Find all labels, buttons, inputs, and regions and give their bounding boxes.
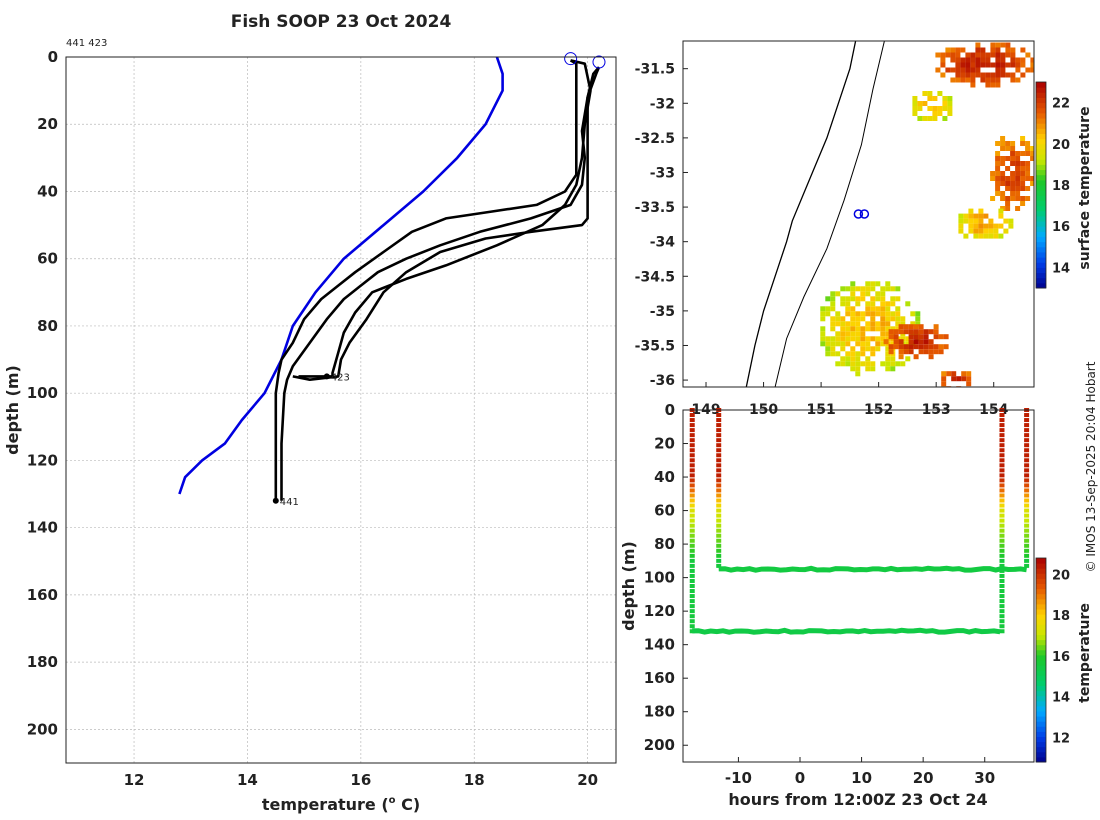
map-lat-tick-label: -35.5 (635, 338, 675, 354)
map-lat-tick-label: -35 (650, 304, 675, 320)
map-lat-tick-label: -33 (650, 165, 675, 181)
timeseries-y-tick-label: 20 (654, 435, 675, 453)
drop-location-marker (859, 209, 870, 219)
cast-column (1024, 408, 1030, 568)
timeseries-x-tick-label: 10 (851, 769, 872, 787)
map-lat-tick-label: -32.5 (635, 131, 675, 147)
temperature-colorbar-tick: 14 (1052, 691, 1070, 706)
map-lat-tick-label: -33.5 (635, 200, 675, 216)
map-lat-tick-label: -34 (650, 235, 676, 251)
sst-patch (820, 281, 921, 377)
figure-title: Fish SOOP 23 Oct 2024 (231, 12, 452, 32)
timeseries-y-tick-label: 180 (644, 703, 675, 721)
profile-end-marker (323, 373, 330, 380)
sst-colorbar (1035, 81, 1047, 289)
profile-end-marker (272, 497, 279, 504)
timeseries-y-tick-label: 120 (644, 602, 675, 620)
timeseries-y-axis-label: depth (m) (619, 541, 638, 631)
profile-line-drop-441-b (280, 66, 600, 501)
sst-map-panel: -31.5 -32 -32.5 -33 -33.5 -34 -34.5 -35 -35.5 -36… (635, 40, 1093, 418)
sst-colorbar-tick: 16 (1052, 220, 1070, 235)
map-axes-frame (682, 40, 1035, 388)
profile-x-tick-label: 14 (237, 771, 258, 789)
map-lat-tick-label: -34.5 (635, 269, 675, 285)
profile-y-tick-label: 20 (37, 115, 58, 133)
sst-patch (935, 42, 1034, 88)
profile-y-axis-label: depth (m) (3, 365, 22, 455)
profile-y-tick-label: 120 (27, 451, 58, 469)
sst-colorbar-tick: 18 (1052, 179, 1070, 194)
profile-line-drop-423-b (292, 66, 601, 382)
profile-y-tick-label: 40 (37, 182, 58, 200)
timeseries-panel: 0 20 40 60 80 100 120 140 160 180 200 -10 0 10 20 30 12… (619, 401, 1093, 809)
profile-x-tick-label: 16 (350, 771, 371, 789)
temperature-colorbar-tick: 18 (1052, 609, 1070, 624)
profile-x-tick-label: 20 (577, 771, 598, 789)
temperature-colorbar-label: temperature (1077, 603, 1093, 703)
temperature-colorbar-tick: 16 (1052, 650, 1070, 665)
sst-patch (958, 208, 1014, 239)
profile-line-climatology (178, 56, 504, 495)
temperature-colorbar-tick: 20 (1052, 568, 1070, 583)
timeseries-y-tick-label: 60 (654, 502, 675, 520)
sst-patch (990, 136, 1034, 211)
timeseries-x-axis-label: hours from 12:00Z 23 Oct 24 (728, 790, 987, 809)
temperature-colorbar-tick: 12 (1052, 732, 1070, 747)
profile-y-tick-label: 80 (37, 317, 58, 335)
map-lat-tick-label: -31.5 (635, 62, 675, 78)
profile-x-tick-label: 18 (464, 771, 485, 789)
profile-y-tick-label: 160 (27, 586, 58, 604)
sst-patch (912, 91, 953, 121)
timeseries-x-tick-label: 20 (913, 769, 934, 787)
timeseries-y-tick-label: 80 (654, 535, 675, 553)
profile-y-tick-label: 60 (37, 250, 58, 268)
timeseries-x-tick-label: 0 (795, 769, 805, 787)
profile-x-axis-label: temperature (o C) (262, 795, 420, 814)
profile-axes-frame (65, 56, 617, 764)
cast-column (716, 408, 722, 568)
map-lat-tick-label: -36 (650, 373, 675, 389)
shelf-contour (774, 41, 885, 387)
sst-colorbar-label: surface temperature (1077, 106, 1093, 269)
profile-start-marker (564, 52, 578, 66)
timeseries-y-tick-label: 140 (644, 636, 675, 654)
bottom-track (692, 627, 1001, 635)
profile-line-drop-441-a (274, 59, 578, 501)
timeseries-x-tick-label: -10 (725, 769, 752, 787)
profile-y-tick-label: 180 (27, 653, 58, 671)
profile-y-tick-label: 200 (27, 720, 58, 738)
profile-y-tick-label: 100 (27, 384, 58, 402)
credit-text: © IMOS 13-Sep-2025 20:04 Hobart (1084, 361, 1098, 572)
timeseries-y-tick-label: 0 (665, 401, 675, 419)
sst-patch (883, 324, 949, 360)
sst-colorbar-tick: 20 (1052, 138, 1070, 153)
profile-y-tick-label: 0 (48, 48, 58, 66)
profile-start-marker (592, 55, 606, 69)
timeseries-y-tick-label: 40 (654, 468, 675, 486)
coastline (745, 41, 857, 387)
timeseries-y-tick-label: 100 (644, 569, 675, 587)
profile-y-tick-label: 140 (27, 519, 58, 537)
profile-end-label: 441 (280, 497, 299, 508)
sst-colorbar-tick: 22 (1052, 97, 1070, 112)
cast-column (689, 408, 695, 634)
map-lat-tick-label: -32 (650, 96, 675, 112)
sst-colorbar-tick: 14 (1052, 261, 1070, 276)
bottom-track (718, 565, 1027, 573)
profile-end-label: 423 (331, 372, 350, 383)
timeseries-axes-frame (682, 409, 1035, 763)
profile-x-tick-label: 12 (124, 771, 145, 789)
timeseries-x-tick-label: 30 (974, 769, 995, 787)
cast-column (999, 408, 1005, 634)
drop-ids-label: 441 423 (66, 38, 107, 49)
temperature-colorbar (1035, 557, 1047, 763)
drop-location-marker (853, 209, 864, 219)
profile-line-drop-423-a (298, 59, 592, 378)
timeseries-y-tick-label: 160 (644, 669, 675, 687)
timeseries-y-tick-label: 200 (644, 736, 675, 754)
